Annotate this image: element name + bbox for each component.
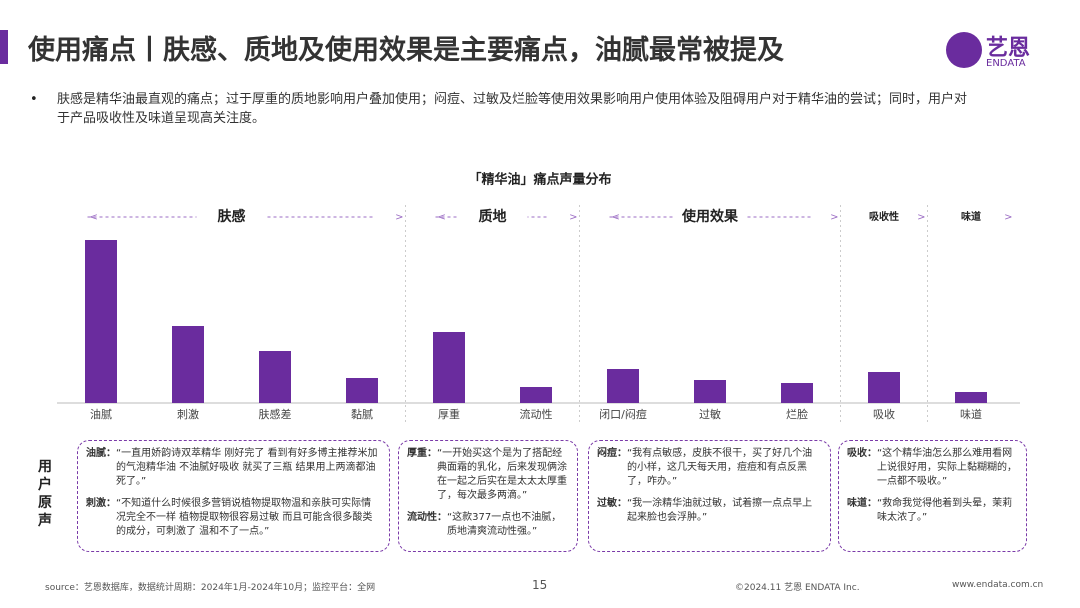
x-tick-label: 刺激 [177, 407, 199, 421]
group-label-bg [196, 207, 267, 227]
bar [259, 351, 291, 403]
x-tick-label: 厚重 [438, 407, 460, 421]
bar [346, 378, 378, 403]
group-arrow-head: > [569, 212, 577, 223]
x-tick-label: 味道 [960, 407, 982, 421]
quote-box: 油腻： “一直用娇韵诗双萃精华 刚好完了 看到有好多博主推荐米加的气泡精华油 不油… [77, 440, 390, 552]
group-label-bg [675, 207, 745, 227]
quote-text: “救命我觉得他着到头晕，茉莉味太浓了。” [877, 498, 1013, 523]
x-tick-label: 吸收 [873, 407, 895, 421]
x-tick-label: 肤感差 [259, 407, 292, 421]
quote-text: “我有点敏感，皮肤不很干，买了好几个油的小样，这几天每天用，痘痘和有点反黑了，咋… [627, 448, 813, 487]
bar [868, 372, 900, 403]
x-tick-label: 闭口/闷痘 [599, 407, 647, 421]
quote: 闷痘： “我有点敏感，皮肤不很干，买了好几个油的小样，这几天每天用，痘痘和有点反黑… [597, 447, 822, 489]
quote: 流动性： “这款377一点也不油腻，质地清爽流动性强。” [407, 511, 569, 539]
quote-label: 厚重： [407, 448, 437, 459]
group-label: 使用效果 [681, 208, 739, 225]
quote: 厚重： “一开始买这个是为了搭配经典面霜的乳化，后来发现俩涂在一起之后实在是太太太… [407, 447, 569, 503]
quote-label: 吸收： [847, 448, 877, 459]
bar [781, 383, 813, 403]
quote-text: “这个精华油怎么那么难用看网上说很好用，实际上黏糊糊的，一点都不吸收。” [877, 448, 1017, 487]
quote-label: 闷痘： [597, 448, 627, 459]
quote-label: 味道： [847, 498, 877, 509]
group-arrow-head: > [917, 212, 925, 223]
x-tick-label: 过敏 [699, 407, 721, 421]
accent [0, 30, 8, 64]
quote: 吸收： “这个精华油怎么那么难用看网上说很好用，实际上黏糊糊的，一点都不吸收。” [847, 447, 1018, 489]
group-label-bg [457, 207, 528, 227]
group-label-bg [949, 207, 993, 227]
bar [433, 332, 465, 403]
quote: 刺激： “不知道什么时候很多营销说植物提取物温和亲肤可实际情况完全不一样 植物提取… [86, 497, 381, 539]
group-arrow-head: < [438, 212, 446, 223]
logo-sub: ENDATA [986, 58, 1026, 69]
copyright: ©2024.11 艺恩 ENDATA Inc. [735, 583, 860, 593]
bar [85, 240, 117, 403]
quote-box: 厚重： “一开始买这个是为了搭配经典面霜的乳化，后来发现俩涂在一起之后实在是太太太… [398, 440, 578, 552]
bullet: 肤感是精华油最直观的痛点；过于厚重的质地影响用户叠加使用；闷痘、过敏及烂脸等使用… [57, 92, 968, 126]
group-label: 味道 [961, 210, 981, 223]
bar [172, 326, 204, 403]
group-label: 肤感 [218, 208, 246, 225]
quote-label: 油腻： [86, 448, 116, 459]
chart-title: 「精华油」痛点声量分布 [468, 172, 611, 188]
quote-text: “一直用娇韵诗双萃精华 刚好完了 看到有好多博主推荐米加的气泡精华油 不油腻好吸… [116, 448, 378, 487]
x-tick-label: 烂脸 [786, 407, 808, 421]
group-label: 吸收性 [869, 210, 899, 223]
url: www.endata.com.cn [952, 580, 1044, 590]
group-arrow-head: > [395, 212, 403, 223]
x-tick-label: 油腻 [90, 407, 112, 421]
bar [520, 387, 552, 403]
quote-label: 过敏： [597, 498, 627, 509]
quote: 过敏： “我一涂精华油就过敏，试着擦一点点早上起来脸也会浮肿。” [597, 497, 822, 525]
page: 15 [532, 578, 548, 592]
quote: 味道： “救命我觉得他着到头晕，茉莉味太浓了。” [847, 497, 1018, 525]
source: source：艺恩数据库，数据统计周期：2024年1月-2024年10月；监控平… [45, 583, 376, 593]
x-tick-label: 流动性 [520, 407, 553, 421]
x-tick-label: 黏腻 [351, 407, 373, 421]
quote-text: “一开始买这个是为了搭配经典面霜的乳化，后来发现俩涂在一起之后实在是太太太厚重了… [437, 448, 567, 501]
logo-icon [946, 32, 982, 68]
bullet-dot: • [30, 92, 38, 107]
quote-text: “我一涂精华油就过敏，试着擦一点点早上起来脸也会浮肿。” [627, 498, 813, 523]
quote: 油腻： “一直用娇韵诗双萃精华 刚好完了 看到有好多博主推荐米加的气泡精华油 不油… [86, 447, 381, 489]
bar [607, 369, 639, 403]
quote-label: 流动性： [407, 512, 447, 523]
logo: 艺恩 [986, 36, 1031, 61]
quote-box: 吸收： “这个精华油怎么那么难用看网上说很好用，实际上黏糊糊的，一点都不吸收。” 味… [838, 440, 1027, 552]
group-label-bg [862, 207, 906, 227]
title: 使用痛点丨肤感、质地及使用效果是主要痛点，油腻最常被提及 [28, 35, 784, 66]
bar [955, 392, 987, 403]
group-arrow-head: < [90, 212, 98, 223]
quotes-label: 用户原声 [38, 459, 52, 529]
group-arrow-head: < [612, 212, 620, 223]
group-arrow-head: > [1004, 212, 1012, 223]
quote-text: “这款377一点也不油腻，质地清爽流动性强。” [447, 512, 562, 537]
quote-text: “不知道什么时候很多营销说植物提取物温和亲肤可实际情况完全不一样 植物提取物很容… [116, 498, 373, 537]
quote-box: 闷痘： “我有点敏感，皮肤不很干，买了好几个油的小样，这几天每天用，痘痘和有点反黑… [588, 440, 831, 552]
bar [694, 380, 726, 403]
group-label: 质地 [479, 208, 507, 225]
group-arrow-head: > [830, 212, 838, 223]
quote-label: 刺激： [86, 498, 116, 509]
